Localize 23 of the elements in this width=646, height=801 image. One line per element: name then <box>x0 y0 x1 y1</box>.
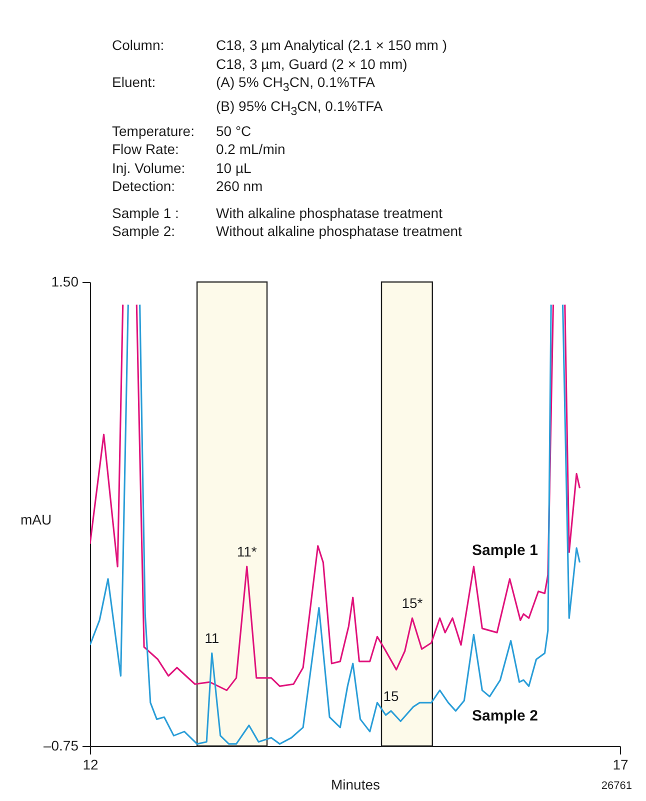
annotation: 15 <box>383 688 400 704</box>
text: Sample 2: Without alkaline phosphatase treatment <box>112 223 462 240</box>
text: Inj. Volume: 10 µL <box>112 160 252 176</box>
text: 26761 <box>601 780 632 792</box>
text: Detection: 260 nm <box>112 178 263 194</box>
text: Column: C18, 3 µm Analytical (2.1 × 150 mm ) <box>112 37 447 53</box>
x-tick-label: 17 <box>612 756 628 772</box>
annotation: 11* <box>236 544 258 560</box>
text: Eluent: (A) 5% CH$_{3}$CN, 0.1%TFA <box>112 74 375 94</box>
x-axis-title: Minutes <box>330 776 380 792</box>
text: Temperature: 50 °C <box>112 122 252 139</box>
text: C18, 3 µm, Guard (2 × 10 mm) <box>216 54 408 73</box>
series-label: Sample 1 <box>472 542 538 559</box>
text: Flow Rate: 0.2 mL/min <box>112 141 286 158</box>
annotation: 11 <box>204 630 220 646</box>
text: (B) 95% CH$_{3}$CN, 0.1%TFA <box>216 97 383 120</box>
text: Sample 1 : With alkaline phosphatase treatment <box>112 204 442 221</box>
y-axis-title: mAU <box>20 512 52 528</box>
y-tick-label: 1.50 <box>51 274 79 290</box>
series-label: Sample 2 <box>472 708 538 725</box>
x-tick-label: 12 <box>82 756 98 772</box>
y-tick-label: –0.75 <box>43 738 79 754</box>
annotation: 15* <box>402 595 424 612</box>
